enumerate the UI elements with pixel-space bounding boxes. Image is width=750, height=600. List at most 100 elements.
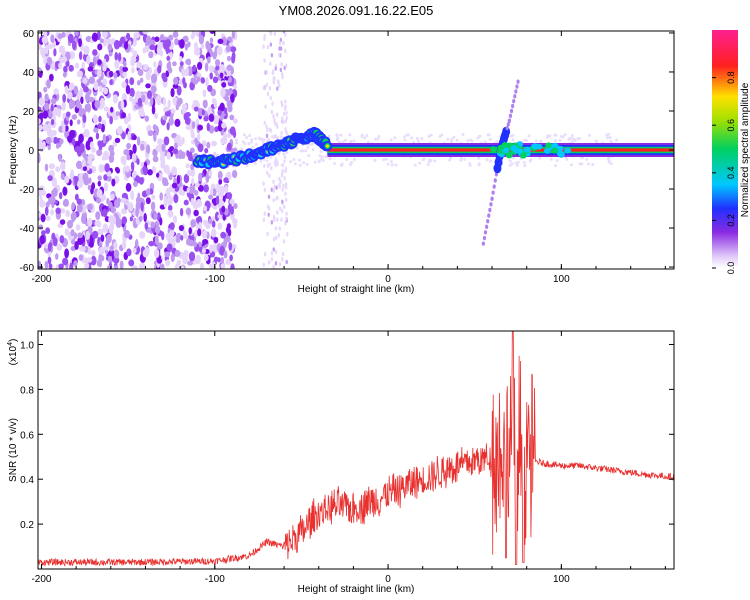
noise-cell bbox=[495, 140, 499, 144]
noise-cell bbox=[262, 217, 266, 223]
noise-cell bbox=[229, 198, 235, 205]
noise-cell bbox=[154, 225, 161, 235]
noise-cell bbox=[538, 156, 542, 160]
noise-cell bbox=[113, 241, 118, 250]
x-tick-label: 100 bbox=[553, 274, 570, 285]
secondary-line-cell bbox=[482, 235, 487, 241]
noise-cell bbox=[60, 161, 66, 171]
noise-cell bbox=[126, 248, 132, 257]
noise-cell bbox=[201, 108, 205, 116]
noise-cell bbox=[53, 88, 59, 95]
noise-cell bbox=[580, 162, 584, 166]
noise-cell bbox=[48, 263, 53, 269]
noise-cell bbox=[63, 65, 68, 73]
noise-cell bbox=[292, 157, 296, 161]
noise-cell bbox=[221, 205, 226, 213]
noise-cell bbox=[182, 77, 186, 85]
noise-cell bbox=[62, 186, 68, 196]
noise-cell bbox=[182, 255, 188, 265]
secondary-line-cell bbox=[489, 202, 493, 207]
noise-cell bbox=[211, 140, 217, 147]
spectrogram-x-label: Height of straight line (km) bbox=[298, 284, 415, 295]
noise-cell bbox=[455, 138, 459, 142]
secondary-line-cell bbox=[505, 125, 509, 131]
noise-cell bbox=[477, 156, 481, 160]
noise-cell bbox=[523, 138, 527, 142]
noise-cell bbox=[189, 147, 195, 154]
noise-cell bbox=[188, 251, 196, 262]
noise-cell bbox=[421, 158, 425, 162]
noise-cell bbox=[153, 132, 157, 142]
noise-cell bbox=[51, 177, 58, 188]
noise-cell bbox=[83, 86, 89, 93]
noise-cell bbox=[270, 166, 273, 171]
noise-cell bbox=[119, 260, 124, 269]
noise-cell bbox=[121, 66, 129, 72]
noise-cell bbox=[268, 173, 271, 178]
noise-cell bbox=[209, 37, 214, 44]
noise-cell bbox=[263, 211, 266, 216]
noise-cell bbox=[90, 255, 97, 266]
noise-cell bbox=[153, 212, 158, 220]
noise-cell bbox=[235, 141, 239, 145]
noise-cell bbox=[446, 137, 450, 141]
noise-cell bbox=[211, 229, 216, 238]
noise-cell bbox=[263, 36, 266, 42]
noise-cell bbox=[208, 194, 213, 200]
noise-cell bbox=[281, 257, 284, 262]
noise-cell bbox=[39, 234, 45, 245]
trace-blob bbox=[556, 150, 564, 157]
spectrogram-x-ticks: -200 -100 0 100 bbox=[31, 31, 666, 285]
noise-cell bbox=[155, 144, 162, 152]
noise-cell bbox=[198, 172, 203, 182]
noise-cell bbox=[46, 127, 53, 137]
noise-cell bbox=[206, 122, 211, 132]
noise-cell bbox=[131, 265, 138, 269]
noise-cell bbox=[96, 189, 103, 198]
noise-cell bbox=[179, 38, 185, 49]
noise-cell bbox=[223, 250, 228, 259]
noise-cell bbox=[313, 160, 317, 164]
noise-cell bbox=[80, 96, 84, 104]
noise-cell bbox=[189, 185, 196, 194]
noise-cell bbox=[76, 119, 81, 125]
y-tick-label: 60 bbox=[23, 29, 35, 40]
noise-cell bbox=[68, 99, 74, 110]
noise-cell bbox=[97, 59, 102, 66]
noise-cell bbox=[121, 92, 128, 103]
noise-cell bbox=[83, 45, 90, 55]
noise-cell bbox=[229, 114, 235, 121]
noise-cell bbox=[172, 61, 177, 67]
noise-cell bbox=[79, 142, 85, 153]
noise-cell bbox=[44, 206, 49, 216]
noise-cell bbox=[514, 161, 518, 165]
noise-cell bbox=[223, 131, 227, 140]
noise-cell bbox=[43, 102, 50, 111]
noise-cell bbox=[266, 44, 270, 50]
noise-cell bbox=[278, 226, 282, 231]
noise-cell bbox=[231, 169, 238, 179]
noise-cell bbox=[267, 260, 271, 265]
noise-cell bbox=[150, 73, 158, 84]
noise-cell bbox=[132, 50, 138, 58]
noise-cell bbox=[264, 104, 267, 109]
noise-cell bbox=[87, 217, 93, 227]
noise-cell bbox=[198, 246, 203, 253]
noise-cell bbox=[206, 204, 210, 212]
noise-cell bbox=[220, 87, 226, 98]
noise-cell bbox=[103, 174, 108, 181]
noise-cell bbox=[270, 187, 273, 192]
noise-cell bbox=[215, 59, 221, 67]
noise-cell bbox=[101, 155, 106, 161]
noise-cell bbox=[186, 170, 192, 176]
noise-cell bbox=[94, 100, 101, 109]
noise-cell bbox=[448, 156, 452, 160]
secondary-line-cell bbox=[481, 241, 485, 246]
noise-cell bbox=[311, 148, 315, 152]
noise-cell bbox=[254, 137, 258, 141]
noise-cell bbox=[164, 251, 171, 258]
x-tick-label: 100 bbox=[553, 574, 570, 585]
noise-cell bbox=[196, 61, 203, 71]
noise-cell bbox=[218, 178, 223, 185]
noise-cell bbox=[318, 154, 322, 158]
